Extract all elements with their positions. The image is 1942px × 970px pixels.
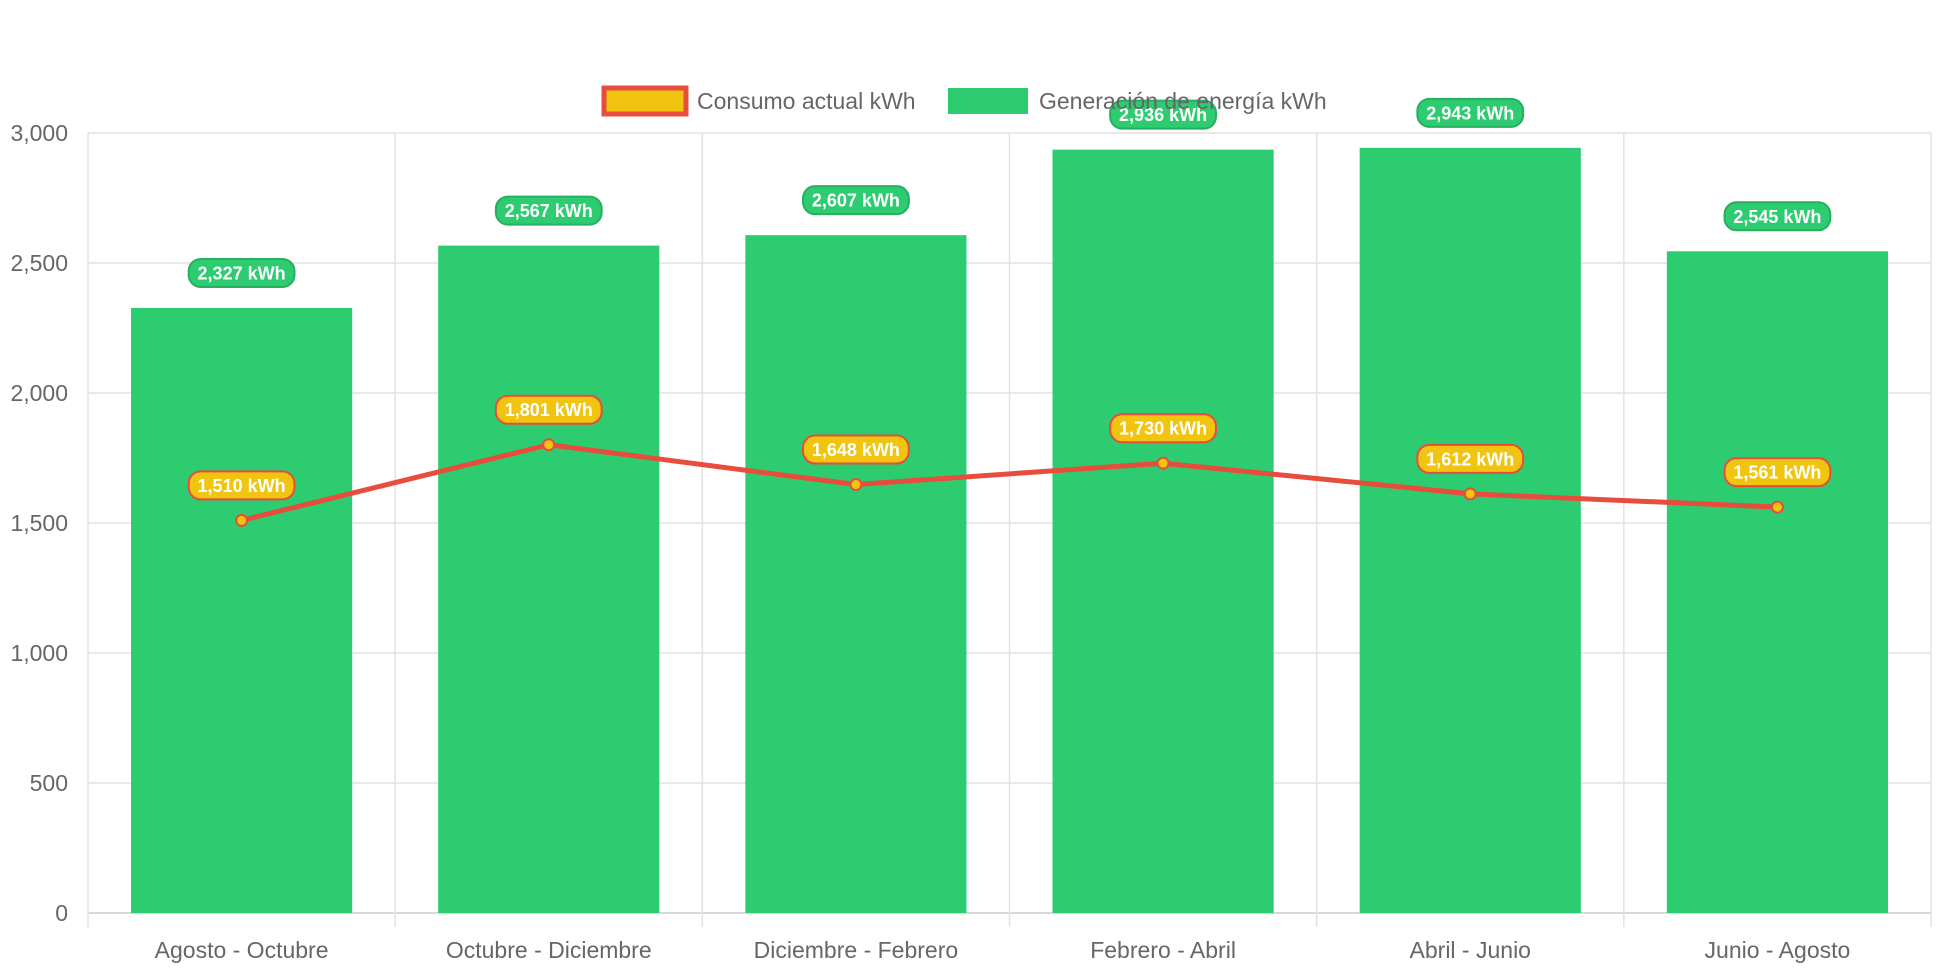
line-value-label-bg xyxy=(494,394,603,425)
bar-value-label-bg xyxy=(1723,201,1832,232)
x-tick-label: Agosto - Octubre xyxy=(155,937,329,963)
bar-value-label-bg xyxy=(494,195,603,226)
x-tick-label: Febrero - Abril xyxy=(1090,937,1236,963)
bar xyxy=(438,245,660,913)
x-tick-label: Diciembre - Febrero xyxy=(754,937,959,963)
line-value-label-bg xyxy=(1109,413,1217,444)
bar xyxy=(1052,149,1274,913)
axes: 0 500 1,000 1,500 2,000 2,500 3,000 Agosto - Oc… xyxy=(10,120,1850,963)
line-value-label-bg xyxy=(1723,457,1832,488)
bar-value-label: 2,936 kWh xyxy=(1119,105,1207,125)
bar-value-label-bg xyxy=(802,185,910,216)
bar-value-label-bg xyxy=(1109,99,1217,130)
line-point xyxy=(1770,500,1784,514)
x-tick-label: Junio - Agosto xyxy=(1705,937,1851,963)
line-value-label-bg xyxy=(1416,443,1525,474)
line-value-label-bg xyxy=(802,434,910,465)
line-point xyxy=(235,513,249,527)
bar-value-label-bg xyxy=(187,257,296,288)
y-tick-label: 2,000 xyxy=(10,380,68,406)
y-tick-label: 3,000 xyxy=(10,120,68,146)
grid xyxy=(87,132,1932,927)
bar-value-label: 2,607 kWh xyxy=(812,191,900,211)
bar-value-label: 2,545 kWh xyxy=(1733,207,1821,227)
x-tick-label: Abril - Junio xyxy=(1410,937,1531,963)
y-tick-label: 2,500 xyxy=(10,250,68,276)
bar-value-label: 2,567 kWh xyxy=(505,201,593,221)
bar xyxy=(1666,251,1888,914)
x-tick-label: Octubre - Diciembre xyxy=(446,937,652,963)
line-value-label: 1,648 kWh xyxy=(812,440,900,460)
line-value-label: 1,730 kWh xyxy=(1119,419,1207,439)
line-value-label-bg xyxy=(187,470,296,501)
consumption-line xyxy=(235,438,1784,527)
bar xyxy=(745,235,967,913)
line-point xyxy=(1156,456,1170,470)
line-value-label: 1,510 kWh xyxy=(198,476,286,496)
bar xyxy=(131,307,353,914)
consumption-line-path xyxy=(240,442,1778,523)
y-tick-label: 1,000 xyxy=(10,640,68,666)
legend-label-consumo: Consumo actual kWh xyxy=(697,88,916,114)
bar-value-label: 2,327 kWh xyxy=(198,263,286,283)
line-point xyxy=(849,478,863,492)
line-point xyxy=(542,438,556,452)
y-tick-label: 500 xyxy=(30,770,68,796)
line-point xyxy=(1463,487,1477,501)
y-tick-label: 1,500 xyxy=(10,510,68,536)
legend-swatch-generacion xyxy=(948,88,1028,114)
line-value-label: 1,801 kWh xyxy=(505,400,593,420)
bar-value-label: 2,943 kWh xyxy=(1426,103,1514,123)
legend-swatch-consumo xyxy=(601,85,689,117)
generation-bars xyxy=(131,147,1888,914)
data-labels: 2,327 kWh 2,567 kWh 2,607 kWh 2,936 kWh 2,94… xyxy=(187,97,1832,501)
legend-label-generacion: Generación de energía kWh xyxy=(1039,88,1327,114)
line-value-label: 1,612 kWh xyxy=(1426,449,1514,469)
bar-value-label-bg xyxy=(1416,97,1525,128)
y-tick-label: 0 xyxy=(55,900,68,926)
legend: Consumo actual kWh Generación de energía… xyxy=(601,85,1327,117)
bar xyxy=(1359,147,1581,913)
line-value-label: 1,561 kWh xyxy=(1733,463,1821,483)
